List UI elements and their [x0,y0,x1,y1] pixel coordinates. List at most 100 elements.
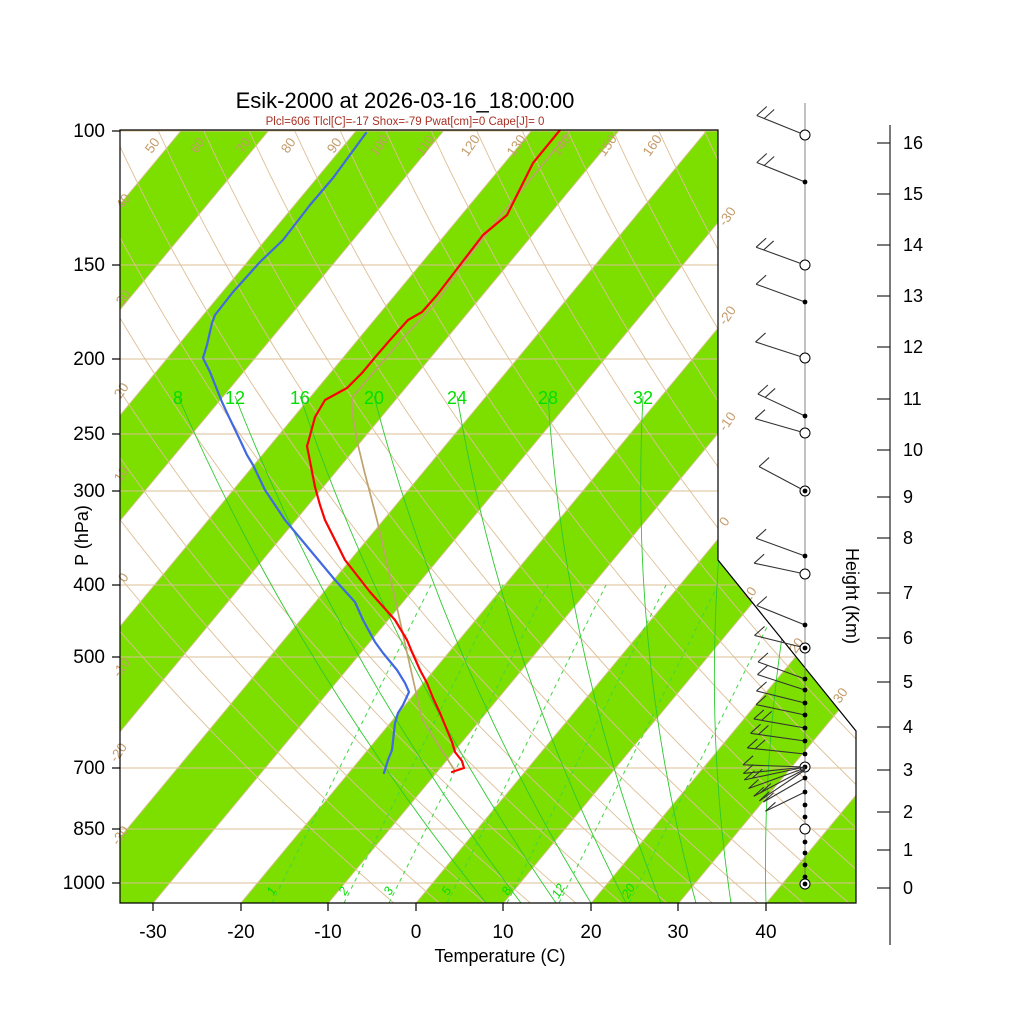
moist-adiabat-line [640,395,697,903]
moist-adiabat-label: 24 [447,388,467,408]
isotherm-right-label: 30 [830,685,851,706]
moist-adiabat-line [177,395,487,903]
wind-barb-feather [756,153,768,163]
wind-barb-feather [757,652,769,663]
wind-barb-staff [755,704,806,716]
pressure-tick-label: 150 [73,255,105,276]
wind-barb-staff [744,766,806,781]
wind-barb-staff [754,634,806,649]
wind-barb-feather [757,384,769,395]
wind-barb-staff [757,393,806,417]
isotherm-green-band [240,130,856,903]
dry-adiabat-top-label: 70 [233,135,254,156]
height-tick-label: 3 [903,760,913,780]
wind-level-dot [802,802,808,808]
isotherm-right-label: -30 [716,204,739,229]
wind-barb-feather [742,755,754,766]
wind-level-dot [802,700,808,706]
wind-level-circle [799,352,811,364]
wind-barb-staff [754,418,806,434]
isotherm-right-label: 10 [739,584,760,605]
wind-barb-staff [755,341,806,359]
dry-adiabat-left-label: 30 [113,287,134,308]
wind-level-dot [802,179,808,185]
mixing-ratio-line [388,584,549,903]
moist-adiabat-label: 8 [173,388,183,408]
isotherm-line [120,130,533,903]
wind-barb-staff [756,605,806,626]
isotherm-right-label: -10 [716,409,739,434]
moist-adiabat-line [373,395,592,903]
height-tick-label: 2 [903,802,913,822]
wind-level-dot [802,738,808,744]
height-tick-label: 8 [903,528,913,548]
temperature-tick-label: -30 [139,922,166,943]
wind-level-dot [802,725,808,731]
dry-adiabat-line [120,130,630,903]
temperature-tick-label: -20 [227,922,254,943]
dewpoint-curve [201,131,411,775]
isotherm-line [120,130,358,903]
wind-barb-feather [765,801,776,812]
wind-level-dot [802,751,808,757]
dry-adiabat-top-label: 60 [187,135,208,156]
height-tick-label: 6 [903,628,913,648]
dry-adiabat-line [292,130,856,903]
pressure-tick-label: 200 [73,349,105,370]
wind-level-circle [799,129,811,141]
temperature-tick-label: 0 [411,922,422,943]
wind-barb-feather [755,528,767,539]
wind-barb-feather [754,409,766,420]
mixing-ratio-line [628,584,789,903]
isotherm-line [678,130,856,903]
wind-level-dot [802,839,808,845]
wind-barb-staff [748,767,806,790]
wind-barb-feather [743,770,755,781]
moist-adiabat-label: 12 [225,388,245,408]
height-tick-label: 9 [903,487,913,507]
wind-level-circle [799,823,811,835]
pressure-tick-label: 400 [73,575,105,596]
wind-barb-staff [756,690,806,704]
wind-barb-staff [756,162,806,183]
wind-barb-feather [760,783,772,793]
wind-barb-feather [753,709,765,720]
wind-barb-staff [757,674,806,691]
mixing-ratio-label: 2 [335,884,351,898]
wind-level-dot [802,712,808,718]
dry-adiabat-left-label: 40 [113,191,134,212]
wind-level-dot [802,676,808,682]
dry-adiabat-line [120,130,721,903]
height-tick-label: 14 [903,235,923,255]
wind-level-circle [799,259,811,271]
dry-adiabat-top-label: 80 [278,135,299,156]
wind-level-dot [802,622,808,628]
dry-adiabat-top-label: 50 [142,135,163,156]
wind-barb-staff [758,466,806,492]
mixing-ratio-label: 20 [618,881,638,901]
wind-barb-feather [763,792,774,803]
wind-barb-feather [759,791,770,802]
height-tick-label: 10 [903,440,923,460]
wind-barb-feather [746,738,758,749]
wind-barb-staff [755,283,806,303]
wind-level-dot [802,488,808,494]
dry-adiabat-line [120,130,676,903]
pressure-tick-label: 300 [73,481,105,502]
isotherm-line [590,130,856,903]
dry-adiabat-left-label: 0 [115,570,132,585]
height-tick-label: 0 [903,878,913,898]
plot-border [119,129,857,904]
mixing-ratio-line [343,584,504,903]
wind-barb-feather [755,237,767,248]
dry-adiabat-line [120,130,403,903]
wind-barb-feather [755,332,766,343]
dry-adiabat-line [120,130,585,903]
dry-adiabat-line [747,130,856,903]
wind-barb-feather [753,786,765,797]
mixing-ratio-label: 3 [381,884,397,897]
temperature-tick-label: 40 [755,922,776,943]
dry-adiabat-line [201,130,812,903]
isotherm-line [152,130,796,903]
